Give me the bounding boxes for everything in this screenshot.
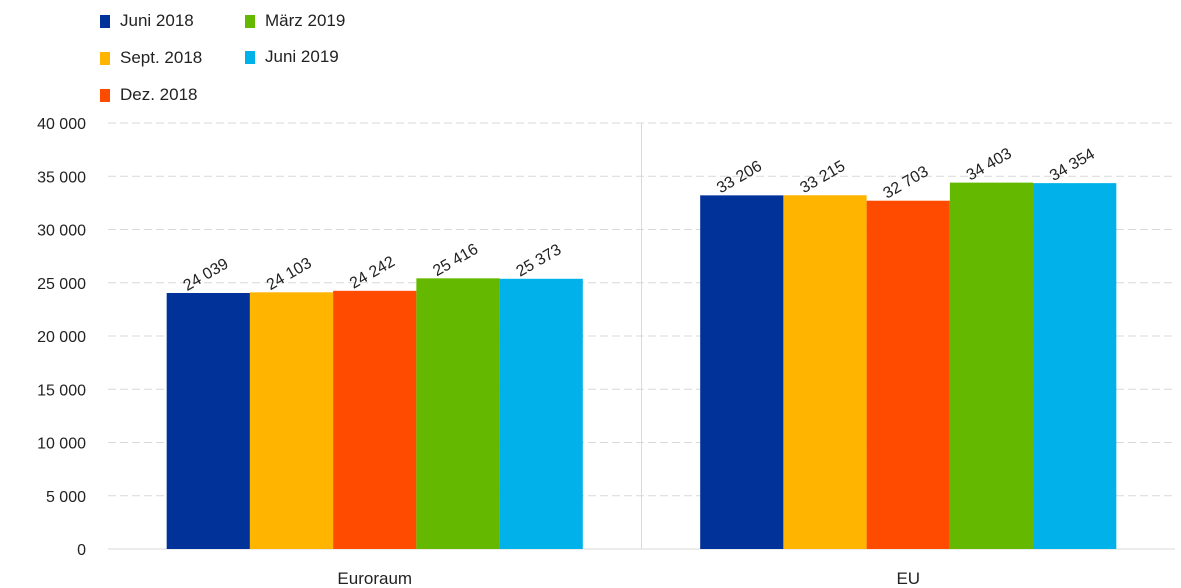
legend-item-juni-2018: Juni 2018 xyxy=(100,11,194,31)
legend-swatch xyxy=(100,88,110,102)
bar xyxy=(499,278,583,549)
bar xyxy=(949,182,1034,550)
y-tick-label: 10 000 xyxy=(37,436,86,453)
y-tick-label: 35 000 xyxy=(37,169,86,186)
bar xyxy=(416,278,500,549)
legend-item-maerz-2019: März 2019 xyxy=(245,11,345,31)
bar xyxy=(166,292,250,549)
data-label: 34 403 xyxy=(964,145,1015,184)
bars xyxy=(166,182,1117,550)
y-tick-label: 5 000 xyxy=(46,489,86,506)
bar xyxy=(700,195,784,550)
data-label: 32 703 xyxy=(881,163,932,202)
data-label: 33 215 xyxy=(797,158,848,197)
chart-legend: Juni 2018 März 2019 Sept. 2018 Juni 2019… xyxy=(0,0,400,110)
x-tick-label: Euroraum xyxy=(337,569,412,588)
bar xyxy=(333,290,417,549)
legend-item-dez-2018: Dez. 2018 xyxy=(100,85,198,105)
y-tick-label: 20 000 xyxy=(37,329,86,346)
data-label: 24 039 xyxy=(181,255,232,294)
data-label: 33 206 xyxy=(714,158,765,197)
x-axis: Euroraum EU xyxy=(337,569,920,588)
legend-label: Sept. 2018 xyxy=(120,48,203,67)
legend-label: März 2019 xyxy=(265,11,346,30)
legend-label: Juni 2019 xyxy=(265,47,339,66)
y-tick-label: 30 000 xyxy=(37,223,86,240)
bar xyxy=(783,195,867,549)
y-tick-label: 15 000 xyxy=(37,382,86,399)
x-tick-label: EU xyxy=(896,569,920,588)
data-label: 25 416 xyxy=(430,241,481,280)
legend-item-sept-2018: Sept. 2018 xyxy=(100,48,202,68)
legend-label: Dez. 2018 xyxy=(120,85,198,104)
data-label: 24 242 xyxy=(347,253,398,292)
legend-item-juni-2019: Juni 2019 xyxy=(245,47,339,67)
data-label: 25 373 xyxy=(514,241,565,280)
y-tick-label: 40 000 xyxy=(37,116,86,133)
legend-swatch xyxy=(245,14,255,28)
y-tick-label: 25 000 xyxy=(37,276,86,293)
bar xyxy=(1033,183,1117,550)
legend-swatch xyxy=(100,51,110,65)
data-label: 24 103 xyxy=(264,255,315,294)
data-label: 34 354 xyxy=(1047,146,1098,185)
legend-label: Juni 2018 xyxy=(120,11,194,30)
legend-swatch xyxy=(100,14,110,28)
bar xyxy=(249,292,334,549)
y-axis: 0 5 000 10 000 15 000 20 000 25 000 30 000 35 0… xyxy=(37,116,86,559)
bar xyxy=(866,200,950,549)
legend-swatch xyxy=(245,50,255,64)
y-tick-label: 0 xyxy=(77,542,86,559)
